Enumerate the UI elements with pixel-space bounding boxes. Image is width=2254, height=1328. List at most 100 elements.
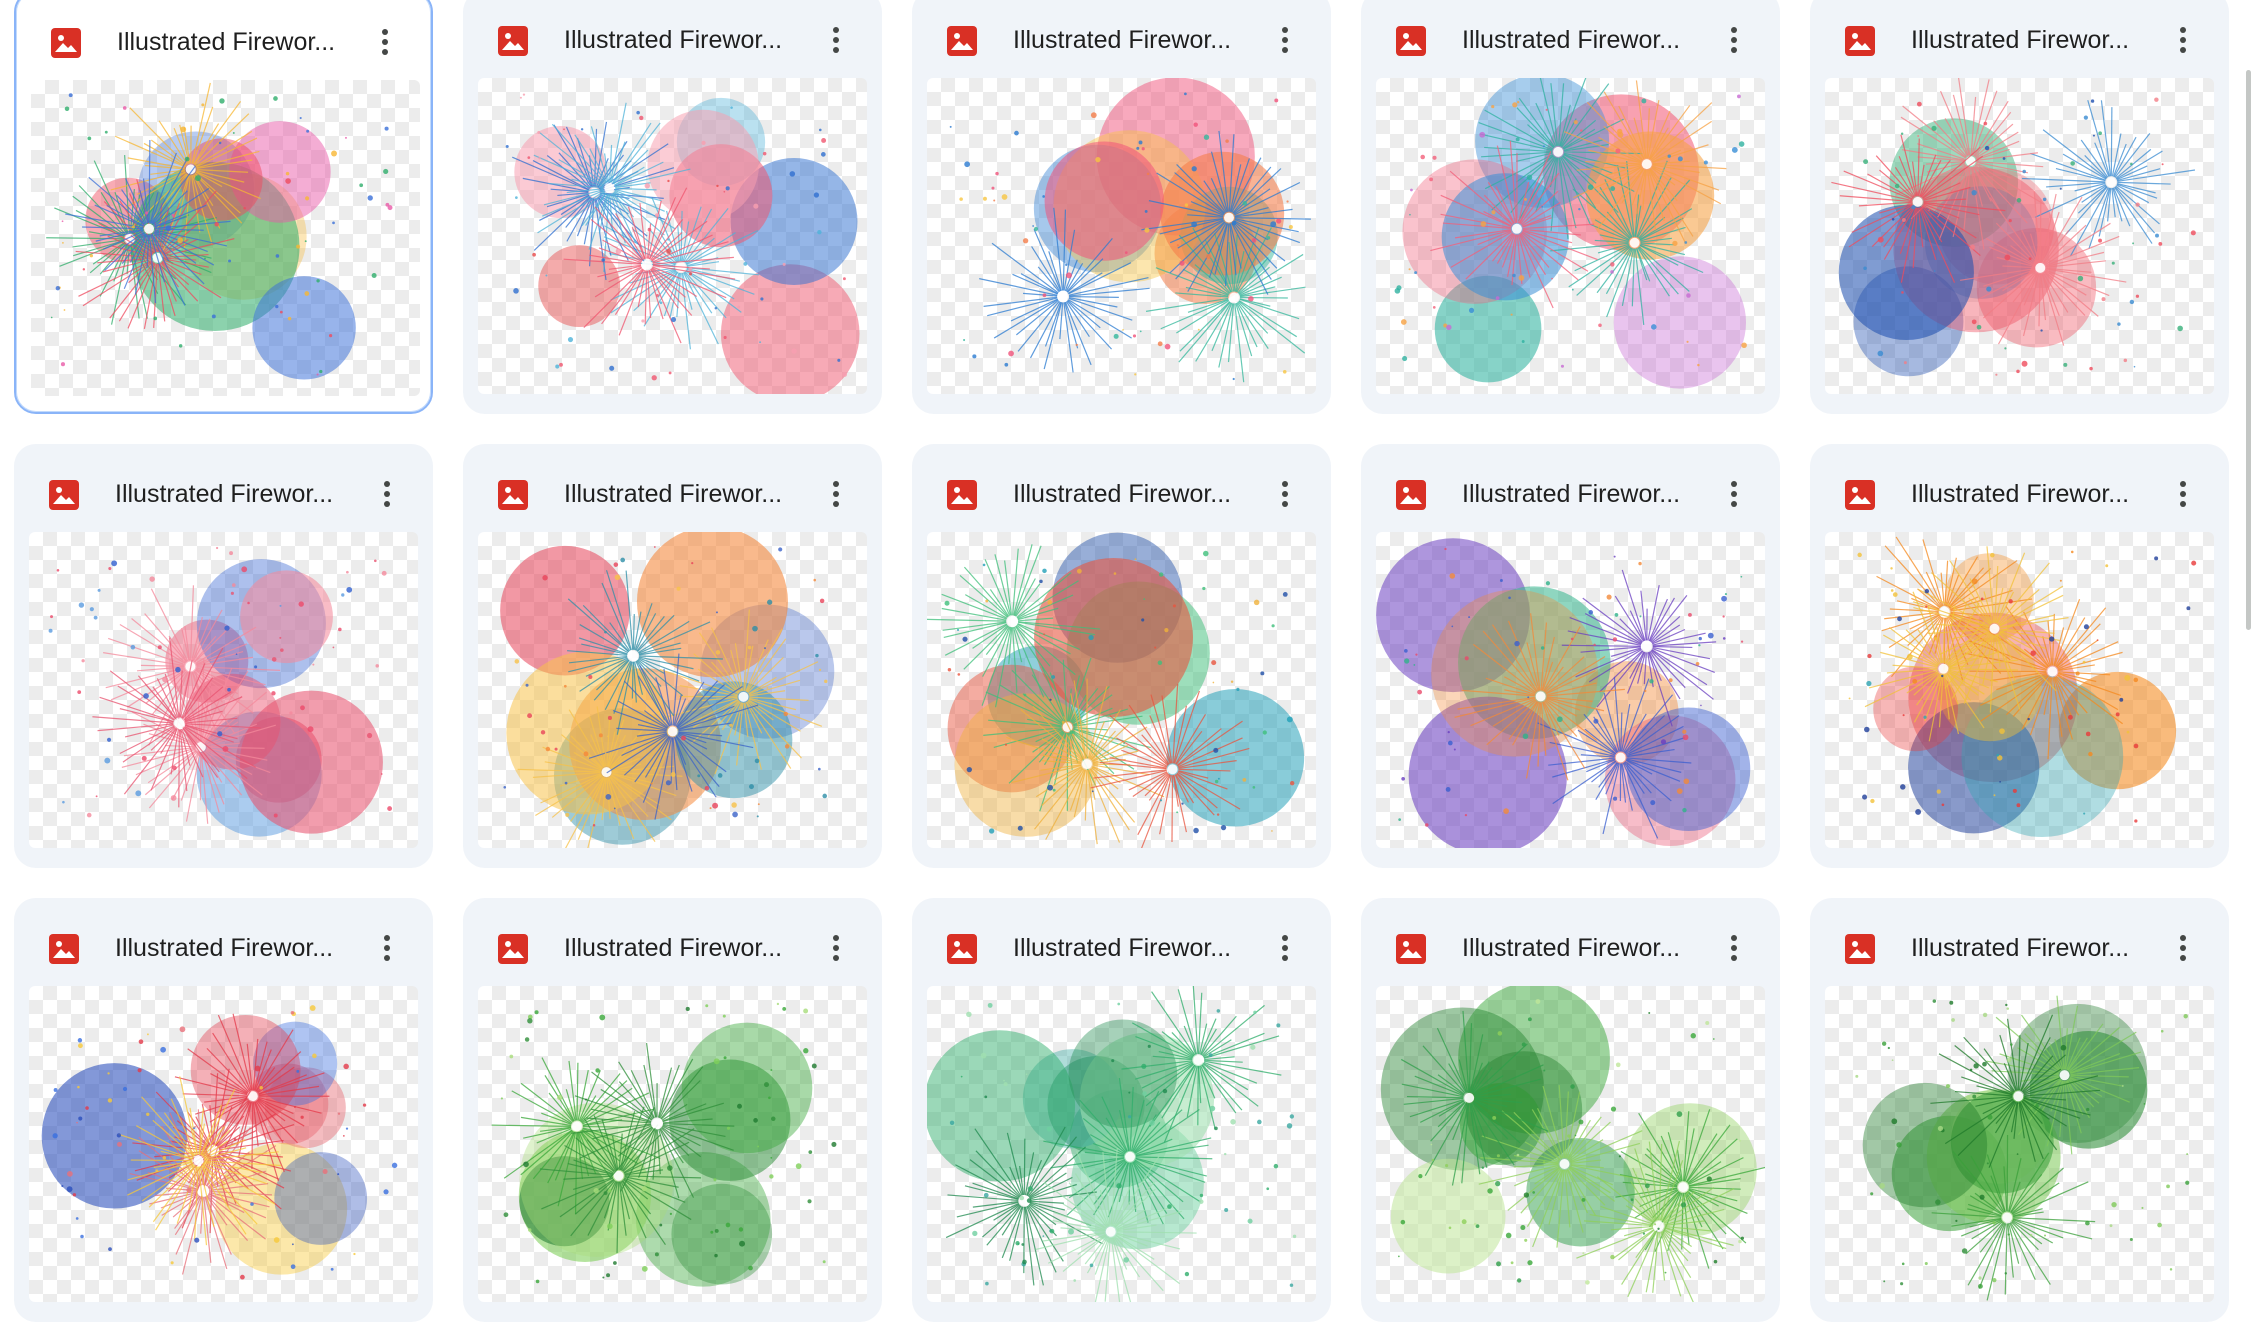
file-name: Illustrated Firewor... [1462,26,1681,54]
file-thumbnail[interactable] [1825,78,2214,394]
file-name: Illustrated Firewor... [115,934,334,962]
file-name: Illustrated Firewor... [564,934,783,962]
more-actions-button[interactable] [1261,16,1309,64]
more-vert-icon [1282,481,1288,507]
file-thumbnail[interactable] [29,532,418,848]
more-vert-icon [2180,935,2186,961]
image-file-icon [947,480,977,510]
more-actions-button[interactable] [1261,470,1309,518]
more-vert-icon [384,935,390,961]
file-grid: Illustrated Firewor... Illustrated Firew… [14,0,2229,1322]
fireworks-illustration [1831,78,2196,377]
image-file-icon [1396,480,1426,510]
fireworks-illustration [500,532,835,848]
file-thumbnail[interactable] [1825,986,2214,1302]
file-card-10[interactable]: Illustrated Firewor... [1810,444,2229,868]
image-file-icon [1845,934,1875,964]
file-name: Illustrated Firewor... [1013,480,1232,508]
file-card-header: Illustrated Firewor... [1810,444,2229,532]
file-card-header: Illustrated Firewor... [463,444,882,532]
more-vert-icon [384,481,390,507]
file-card-15[interactable]: Illustrated Firewor... [1810,898,2229,1322]
file-card-14[interactable]: Illustrated Firewor... [1361,898,1780,1322]
file-name: Illustrated Firewor... [117,28,336,56]
file-name: Illustrated Firewor... [564,26,783,54]
file-thumbnail[interactable] [478,532,867,848]
vertical-scrollbar[interactable] [2240,0,2254,1328]
file-thumbnail[interactable] [478,78,867,394]
more-actions-button[interactable] [2159,16,2207,64]
fireworks-illustration [46,82,393,380]
file-card-header: Illustrated Firewor... [912,444,1331,532]
file-thumbnail[interactable] [927,78,1316,394]
more-actions-button[interactable] [363,924,411,972]
file-thumbnail[interactable] [1825,532,2214,848]
file-card-3[interactable]: Illustrated Firewor... [912,0,1331,414]
more-actions-button[interactable] [1710,470,1758,518]
file-card-5[interactable]: Illustrated Firewor... [1810,0,2229,414]
file-name: Illustrated Firewor... [1462,934,1681,962]
fireworks-illustration [927,986,1297,1302]
image-file-icon [498,480,528,510]
file-card-header: Illustrated Firewor... [1361,898,1780,986]
image-file-icon [1396,26,1426,56]
file-card-header: Illustrated Firewor... [14,444,433,532]
scrollbar-thumb[interactable] [2246,70,2251,630]
file-name: Illustrated Firewor... [1911,480,2130,508]
more-vert-icon [833,481,839,507]
more-actions-button[interactable] [2159,924,2207,972]
more-actions-button[interactable] [1261,924,1309,972]
fireworks-illustration [949,78,1311,383]
image-file-icon [947,26,977,56]
file-card-8[interactable]: Illustrated Firewor... [912,444,1331,868]
more-actions-button[interactable] [1710,16,1758,64]
more-actions-button[interactable] [812,470,860,518]
more-actions-button[interactable] [812,924,860,972]
file-thumbnail[interactable] [927,532,1316,848]
more-actions-button[interactable] [812,16,860,64]
more-actions-button[interactable] [361,18,409,66]
file-card-header: Illustrated Firewor... [912,898,1331,986]
image-file-icon [1845,480,1875,510]
file-card-13[interactable]: Illustrated Firewor... [912,898,1331,1322]
image-file-icon [49,934,79,964]
file-card-header: Illustrated Firewor... [463,898,882,986]
file-thumbnail[interactable] [29,986,418,1302]
image-file-icon [51,28,81,58]
file-name: Illustrated Firewor... [1911,934,2130,962]
more-actions-button[interactable] [2159,470,2207,518]
more-actions-button[interactable] [363,470,411,518]
more-vert-icon [1731,481,1737,507]
file-card-1[interactable]: Illustrated Firewor... [14,0,433,414]
file-card-12[interactable]: Illustrated Firewor... [463,898,882,1322]
file-card-11[interactable]: Illustrated Firewor... [14,898,433,1322]
file-card-header: Illustrated Firewor... [16,0,431,80]
fireworks-illustration [1848,536,2197,838]
file-card-7[interactable]: Illustrated Firewor... [463,444,882,868]
file-card-4[interactable]: Illustrated Firewor... [1361,0,1780,414]
file-name: Illustrated Firewor... [1013,26,1232,54]
file-thumbnail[interactable] [478,986,867,1302]
file-name: Illustrated Firewor... [564,480,783,508]
file-card-6[interactable]: Illustrated Firewor... [14,444,433,868]
file-thumbnail[interactable] [927,986,1316,1302]
file-thumbnail[interactable] [31,80,420,396]
file-thumbnail[interactable] [1376,78,1765,394]
file-card-header: Illustrated Firewor... [1361,444,1780,532]
image-file-icon [49,480,79,510]
image-file-icon [498,934,528,964]
file-thumbnail[interactable] [1376,986,1765,1302]
more-actions-button[interactable] [1710,924,1758,972]
fireworks-illustration [505,93,860,394]
file-name: Illustrated Firewor... [1462,480,1681,508]
file-name: Illustrated Firewor... [1911,26,2130,54]
fireworks-illustration [1855,995,2190,1301]
file-name: Illustrated Firewor... [1013,934,1232,962]
more-vert-icon [833,935,839,961]
file-thumbnail[interactable] [1376,532,1765,848]
more-vert-icon [2180,27,2186,53]
file-card-2[interactable]: Illustrated Firewor... [463,0,882,414]
file-card-9[interactable]: Illustrated Firewor... [1361,444,1780,868]
image-file-icon [1396,934,1426,964]
